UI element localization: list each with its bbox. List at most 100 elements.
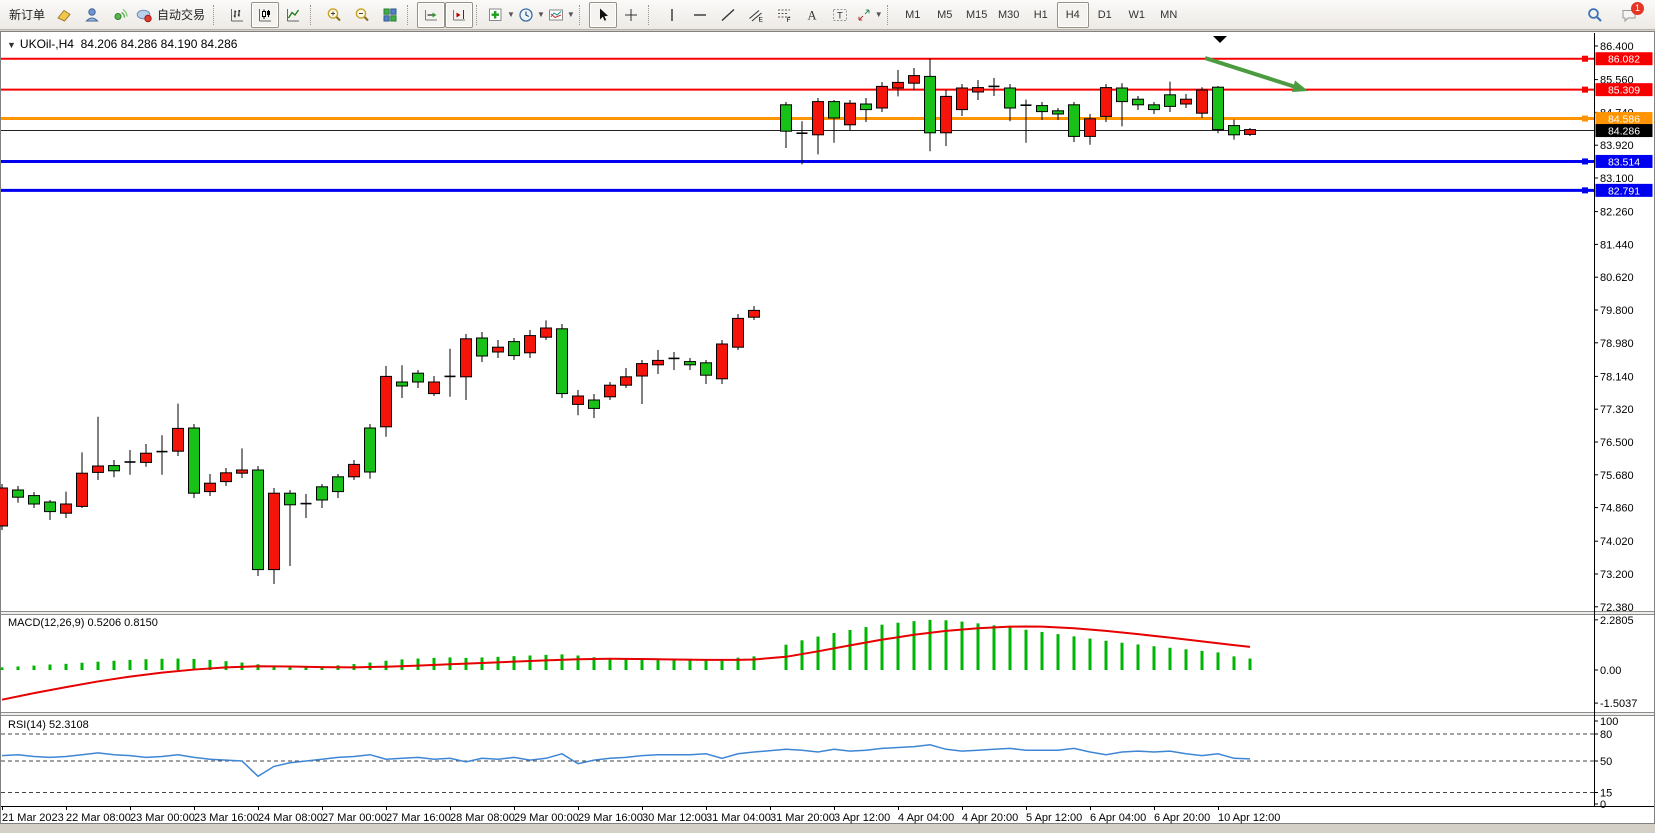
chart-shift-button[interactable]: [445, 1, 474, 28]
timeframe-m30-button[interactable]: M30: [993, 2, 1025, 28]
chart-shift-marker[interactable]: [1213, 36, 1227, 43]
chart-menu-arrow[interactable]: ▼: [7, 40, 16, 50]
candle-body: [1244, 129, 1256, 135]
price-tick-label: 79.800: [1600, 305, 1634, 317]
indicators-button[interactable]: ▼: [486, 2, 516, 28]
timeframe-h1-button[interactable]: H1: [1025, 2, 1057, 28]
trendline-button[interactable]: [714, 2, 742, 28]
equidistant-channel-button[interactable]: E: [742, 2, 770, 28]
candle-body: [60, 503, 72, 514]
bars-icon: [228, 6, 246, 24]
text-icon: A: [803, 6, 821, 24]
candle-body: [732, 317, 744, 348]
rsi-tick-label: 0: [1600, 799, 1606, 811]
line-chart-button[interactable]: [279, 2, 307, 28]
chart-profiles-button[interactable]: [50, 2, 78, 28]
channel-icon: E: [747, 6, 765, 24]
search-button[interactable]: [1581, 2, 1609, 28]
chat-button[interactable]: 1: [1615, 1, 1644, 28]
signals-button[interactable]: [106, 2, 134, 28]
time-tick-label: 4 Apr 04:00: [898, 812, 954, 824]
time-tick-label: 23 Mar 16:00: [194, 812, 259, 824]
timeframe-w1-button[interactable]: W1: [1121, 2, 1153, 28]
chevron-down-icon[interactable]: ▼: [536, 10, 545, 19]
periods-button[interactable]: ▼: [516, 2, 546, 28]
candle-body: [476, 337, 488, 357]
rsi-tick-label: 50: [1600, 756, 1612, 768]
price-tick-label: 77.320: [1600, 404, 1634, 416]
new-order-button[interactable]: 新订单: [4, 2, 50, 28]
price-tick-label: 76.500: [1600, 437, 1634, 449]
horizontal-line-handle[interactable]: [1582, 187, 1588, 194]
candle-body: [460, 338, 472, 378]
main-toolbar: 新订单 自动交易 ▼ ▼ ▼ E F A T ▼ M1 M5 M15 M30 H1 H4 D1 W1 MN 1: [0, 0, 1655, 30]
candle-body: [236, 469, 248, 474]
candle-body: [588, 399, 600, 409]
zoom-out-button[interactable]: [348, 2, 376, 28]
yellow-book-icon: [55, 6, 73, 24]
auto-scroll-button[interactable]: [417, 1, 446, 28]
candle-body: [972, 87, 984, 93]
timeframe-m15-button[interactable]: M15: [961, 2, 993, 28]
svg-text:T: T: [837, 10, 843, 21]
text-button[interactable]: A: [798, 2, 826, 28]
crosshair-button[interactable]: [617, 2, 645, 28]
pane-separator[interactable]: [1, 611, 1654, 615]
candle-body: [364, 427, 376, 473]
horizontal-line-handle[interactable]: [1582, 158, 1588, 165]
chevron-down-icon[interactable]: ▼: [507, 10, 515, 19]
rsi-value: 52.3108: [48, 719, 89, 731]
timeframe-d1-button[interactable]: D1: [1089, 2, 1121, 28]
horizontal-line-handle[interactable]: [1582, 86, 1588, 93]
candle-body: [748, 309, 760, 318]
search-icon: [1586, 6, 1604, 24]
price-badge: [1595, 154, 1653, 168]
trend-arrow-head[interactable]: [1292, 80, 1308, 93]
chevron-down-icon[interactable]: ▼: [566, 10, 575, 19]
cursor-button[interactable]: [588, 1, 617, 28]
price-badge: [1595, 124, 1653, 138]
zoom-in-button[interactable]: [320, 2, 348, 28]
candle-body: [892, 81, 904, 89]
templates-button[interactable]: ▼: [546, 2, 576, 28]
auto-trading-button[interactable]: 自动交易: [134, 2, 210, 28]
price-tick-label: 78.140: [1600, 371, 1634, 383]
candle-body: [1164, 94, 1176, 107]
trend-arrow-line[interactable]: [1204, 56, 1295, 89]
zoom-in-icon: [325, 6, 343, 24]
horizontal-line-button[interactable]: [686, 2, 714, 28]
tile-windows-button[interactable]: [376, 2, 404, 28]
candle-body: [1180, 98, 1192, 105]
bar-chart-button[interactable]: [223, 2, 251, 28]
fibonacci-button[interactable]: F: [770, 2, 798, 28]
timeframe-m5-button[interactable]: M5: [929, 2, 961, 28]
horizontal-line-handle[interactable]: [1582, 55, 1588, 62]
vertical-line-button[interactable]: [658, 2, 686, 28]
candle-body: [652, 359, 664, 366]
candle-body: [940, 95, 952, 134]
timeframe-h4-button[interactable]: H4: [1056, 1, 1089, 28]
candlestick-chart-button[interactable]: [251, 1, 280, 28]
candle-body: [1084, 118, 1096, 137]
tile-icon: [381, 6, 399, 24]
robot-icon: [135, 6, 153, 24]
horizontal-line-handle[interactable]: [1582, 115, 1588, 122]
time-tick-label: 6 Apr 04:00: [1090, 812, 1146, 824]
rsi-name: RSI(14): [8, 719, 46, 731]
trendline-icon: [719, 6, 737, 24]
pane-separator[interactable]: [1, 712, 1654, 716]
text-label-button[interactable]: T: [826, 2, 854, 28]
price-tick-label: 83.920: [1600, 140, 1634, 152]
timeframe-mn-button[interactable]: MN: [1153, 2, 1185, 28]
market-watch-button[interactable]: [78, 2, 106, 28]
chevron-down-icon[interactable]: ▼: [874, 10, 883, 19]
candle-body: [268, 492, 280, 571]
chart-shift-icon: [450, 6, 468, 24]
notification-badge: 1: [1631, 1, 1644, 15]
candle-body: [780, 104, 792, 132]
timeframe-m1-button[interactable]: M1: [897, 2, 929, 28]
toolbar-group-separator: [886, 4, 892, 25]
arrows-button[interactable]: ▼: [854, 2, 884, 28]
